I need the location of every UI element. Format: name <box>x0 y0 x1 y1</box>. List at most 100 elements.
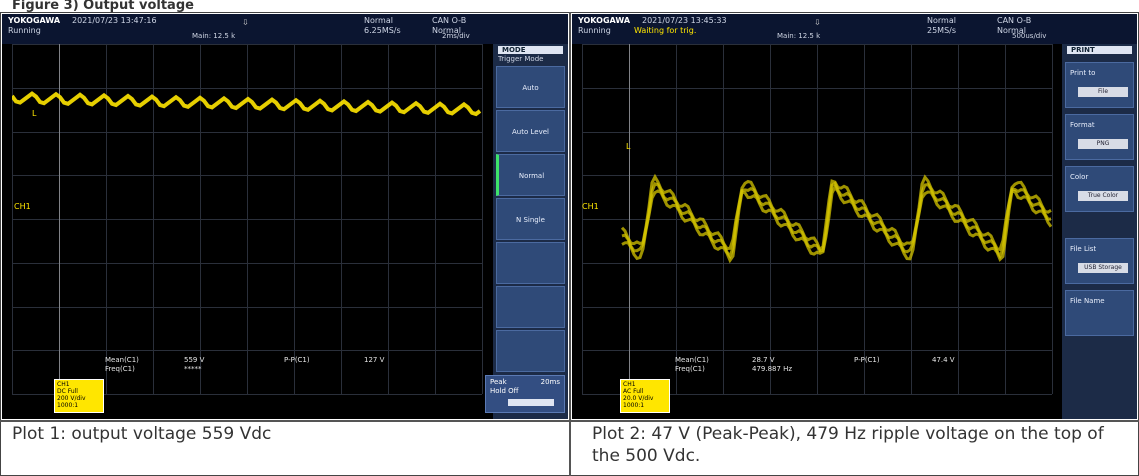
channel-marker: CH1 <box>14 202 31 211</box>
trigger-position-line <box>629 44 630 394</box>
grid-line <box>12 350 482 352</box>
acq-mode-2: Normal <box>432 26 461 35</box>
softkey-value: File <box>1078 87 1128 97</box>
grid-line <box>12 175 482 177</box>
softkey-label: Format <box>1070 121 1095 129</box>
oscilloscope-screenshot-2: YOKOGAWA 2021/07/23 13:45:33 Running Wai… <box>572 14 1137 419</box>
acq-mode: Normal <box>364 16 393 25</box>
waveform-grid <box>582 44 1053 395</box>
grid-line <box>582 87 1052 89</box>
auto-button[interactable]: Auto <box>496 66 565 108</box>
holdoff-title: Peak <box>490 378 507 386</box>
grid-line <box>582 262 1052 264</box>
scope-status-bar: YOKOGAWA 2021/07/23 13:45:33 Running Wai… <box>572 14 1137 44</box>
sample-rate: 6.25MS/s <box>364 26 401 35</box>
caption-plot-2: Plot 2: 47 V (Peak-Peak), 479 Hz ripple … <box>592 424 1104 466</box>
trigger-level-marker: L <box>626 142 631 151</box>
panel-title: MODE <box>498 46 563 54</box>
empty-softkey-3[interactable] <box>496 330 565 372</box>
grid-line <box>582 44 1052 45</box>
freq-label: Freq(C1) <box>675 365 705 373</box>
mean-value: 559 V <box>184 356 205 364</box>
empty-softkey-1[interactable] <box>496 242 565 284</box>
softkey-label: Color <box>1070 173 1089 181</box>
channel-info-box[interactable]: CH1 AC Full 20.0 V/div 1000:1 <box>620 379 670 413</box>
channel-info-title: CH1 <box>57 381 70 388</box>
pp-value: 127 V <box>364 356 385 364</box>
channel-info-title: CH1 <box>623 381 636 388</box>
trigger-level-marker: L <box>32 109 37 118</box>
channel-info-box[interactable]: CH1 DC Full 200 V/div 1000:1 <box>54 379 104 413</box>
empty-softkey-2[interactable] <box>496 286 565 328</box>
row-divider <box>0 420 1139 422</box>
waveform-trace <box>12 91 482 117</box>
probe-ratio: 1000:1 <box>57 402 79 409</box>
acq-mode: Normal <box>927 16 956 25</box>
datetime: 2021/07/23 13:45:33 <box>642 16 727 25</box>
print-panel: PRINT Print to File Format PNG Color True Col… <box>1062 44 1137 419</box>
softkey-value: PNG <box>1078 139 1128 149</box>
auto-level-button[interactable]: Auto Level <box>496 110 565 152</box>
mean-label: Mean(C1) <box>105 356 139 364</box>
grid-line <box>582 394 1052 395</box>
coupling: AC Full <box>623 388 644 395</box>
grid-line <box>12 306 482 308</box>
acq-mode-2: Normal <box>997 26 1026 35</box>
softkey-file-name[interactable]: File Name <box>1065 290 1134 336</box>
softkey-value: USB Storage <box>1078 263 1128 273</box>
trigger-time: Main: 12.5 k <box>777 32 821 40</box>
probe-ratio: 1000:1 <box>623 402 645 409</box>
grid-line <box>582 131 1052 133</box>
grid-line <box>1052 44 1053 394</box>
softkey-value: True Color <box>1078 191 1128 201</box>
trigger-mode-panel: MODE Trigger Mode Auto Auto Level Normal… <box>493 44 568 419</box>
grid-line <box>582 219 1052 220</box>
pp-label: P-P(C1) <box>854 356 880 364</box>
datetime: 2021/07/23 13:47:16 <box>72 16 157 25</box>
caption-plot-1: Plot 1: output voltage 559 Vdc <box>12 424 272 444</box>
softkey-label: Print to <box>1070 69 1096 77</box>
grid-line <box>12 262 482 264</box>
softkey-color[interactable]: Color True Color <box>1065 166 1134 212</box>
run-status: Running <box>8 26 41 35</box>
section-header: Figure 3) Output voltage <box>12 0 194 12</box>
trigger-status: Waiting for trig. <box>634 26 697 35</box>
pp-value: 47.4 V <box>932 356 955 364</box>
waveform-trace <box>620 173 1052 264</box>
grid-line <box>12 394 482 395</box>
normal-button[interactable]: Normal <box>496 154 565 196</box>
grid-line <box>12 131 482 133</box>
trigger-position-icon: ⇩ <box>814 18 821 27</box>
brand-logo: YOKOGAWA <box>8 16 61 25</box>
trace-path <box>621 183 1052 264</box>
softkey-label: File List <box>1070 245 1097 253</box>
pp-label: P-P(C1) <box>284 356 310 364</box>
trigger-position-icon: ⇩ <box>242 18 249 27</box>
grid-line <box>12 87 482 89</box>
channel-marker: CH1 <box>582 202 599 211</box>
freq-value: 479.887 Hz <box>752 365 793 373</box>
freq-value: ***** <box>184 365 202 373</box>
column-divider <box>569 12 571 476</box>
brand-logo: YOKOGAWA <box>578 16 631 25</box>
n-single-button[interactable]: N Single <box>496 198 565 240</box>
holdoff-slider[interactable] <box>508 399 554 406</box>
softkey-label: File Name <box>1070 297 1105 305</box>
acq-label: CAN O-B <box>432 16 467 25</box>
run-status: Running <box>578 26 611 35</box>
softkey-print-to[interactable]: Print to File <box>1065 62 1134 108</box>
mean-value: 28.7 V <box>752 356 775 364</box>
volts-per-div: 20.0 V/div <box>623 395 654 402</box>
panel-title: PRINT <box>1067 46 1132 54</box>
scope-status-bar: YOKOGAWA 2021/07/23 13:47:16 Running Nor… <box>2 14 568 44</box>
holdoff-value: 20ms <box>540 378 560 386</box>
holdoff-box[interactable]: Peak 20ms Hold Off <box>485 375 565 413</box>
grid-line <box>582 306 1052 308</box>
softkey-file-list[interactable]: File List USB Storage <box>1065 238 1134 284</box>
acq-label: CAN O-B <box>997 16 1032 25</box>
softkey-format[interactable]: Format PNG <box>1065 114 1134 160</box>
freq-label: Freq(C1) <box>105 365 135 373</box>
sample-rate: 25MS/s <box>927 26 957 35</box>
grid-line <box>12 219 482 220</box>
trigger-time: Main: 12.5 k <box>192 32 236 40</box>
